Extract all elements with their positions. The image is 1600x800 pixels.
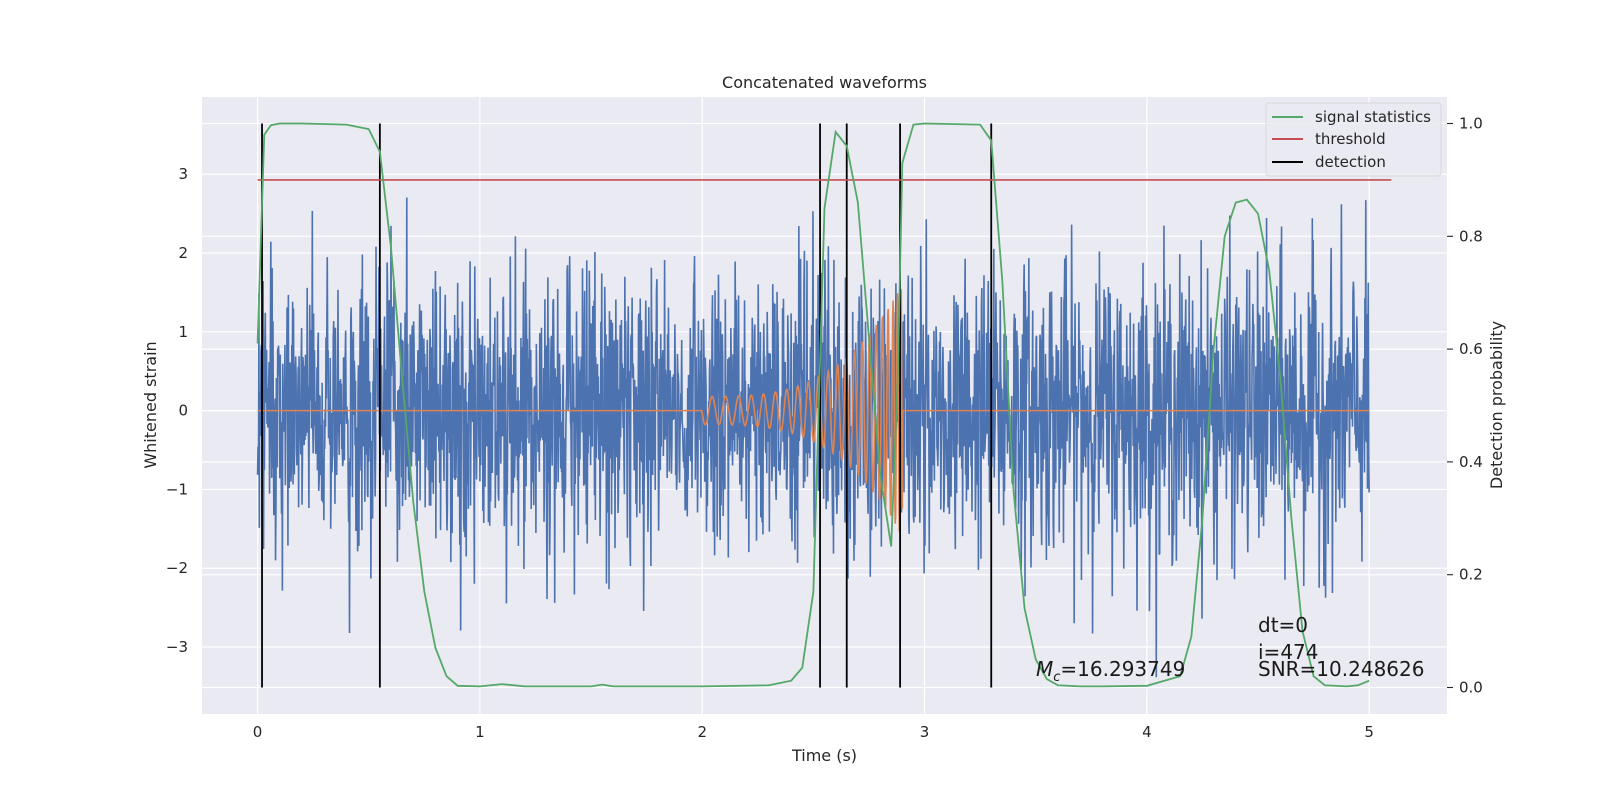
x-tick-label-3: 3 (920, 723, 930, 741)
y-right-tick-label-4: 0.8 (1459, 227, 1483, 245)
annotation-dt: dt=0 (1258, 613, 1308, 637)
x-tick-label-2: 2 (697, 723, 707, 741)
annotation-snr: SNR=10.248626 (1258, 657, 1424, 681)
annotation-index: i=474 (1258, 640, 1319, 664)
y-left-tick-label-1: −2 (166, 559, 188, 577)
x-tick-label-5: 5 (1364, 723, 1374, 741)
y-left-tick-label-0: −3 (166, 638, 188, 656)
y-axis-right-ticks: 0.0 0.2 0.4 0.6 0.8 1.0 (1447, 115, 1483, 696)
y-left-tick-label-2: −1 (166, 480, 188, 498)
x-tick-label-4: 4 (1142, 723, 1152, 741)
y-right-tick-label-1: 0.2 (1459, 566, 1483, 584)
series-injected-chirp-line (257, 289, 1370, 532)
annotation-chirp-mass: Mc=16.293749 (1036, 657, 1185, 685)
x-tick-label-1: 1 (475, 723, 485, 741)
chart-title: Concatenated waveforms (722, 73, 927, 92)
legend: signal statistics threshold detection (1265, 102, 1442, 177)
legend-label-detection: detection (1315, 153, 1386, 171)
y-right-tick-label-0: 0.0 (1459, 678, 1483, 696)
y-left-tick-label-4: 1 (178, 323, 188, 341)
y-left-tick-label-5: 2 (178, 244, 188, 262)
y-left-tick-label-6: 3 (178, 165, 188, 183)
x-axis-title: Time (s) (791, 746, 857, 765)
x-axis-ticks: 0 1 2 3 4 5 (253, 723, 1374, 741)
y-axis-left-ticks: −3 −2 −1 0 1 2 3 (166, 165, 188, 656)
y-right-tick-label-3: 0.6 (1459, 340, 1483, 358)
legend-label-signal-statistics: signal statistics (1315, 108, 1431, 126)
y-right-tick-label-5: 1.0 (1459, 115, 1483, 133)
series-signal-statistics-line (256, 122, 1370, 688)
series-noise-line (256, 197, 1370, 678)
y-right-tick-label-2: 0.4 (1459, 453, 1483, 471)
legend-box (1265, 102, 1442, 177)
legend-label-threshold: threshold (1315, 130, 1386, 148)
y-axis-left-title: Whitened strain (141, 341, 160, 468)
y-axis-right-title: Detection probability (1487, 321, 1506, 489)
x-tick-label-0: 0 (253, 723, 263, 741)
y-left-tick-label-3: 0 (178, 402, 188, 420)
